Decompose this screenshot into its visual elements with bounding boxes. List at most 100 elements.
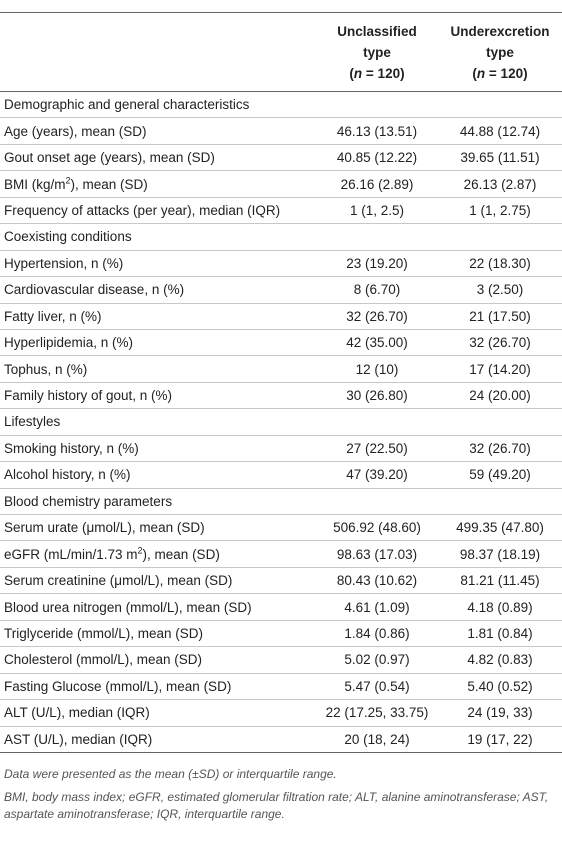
data-row: Cardiovascular disease, n (%) 8 (6.70) 3 (… [0,276,562,304]
header-n: n [476,65,486,81]
footnotes: Data were presented as the mean (±SD) or… [0,766,562,823]
row-label: AST (U/L), median (IQR) [0,726,316,753]
cell-value: 22 (17.25, 33.75) [316,699,438,727]
cell-value: 32 (26.70) [316,303,438,330]
label-text: AST (U/L), median (IQR) [4,731,153,747]
header-text: = 120) [362,65,405,81]
cell-value: 20 (18, 24) [316,726,438,753]
row-label: Cholesterol (mmol/L), mean (SD) [0,646,316,674]
row-label: Age (years), mean (SD) [0,117,316,145]
cell-value: 26.13 (2.87) [438,170,562,198]
row-label: BMI (kg/m2), mean (SD) [0,170,316,198]
label-text: Age (years), mean (SD) [4,123,147,139]
row-label: Blood urea nitrogen (mmol/L), mean (SD) [0,593,316,621]
cell-value: 4.82 (0.83) [438,646,562,674]
label-text: Hypertension, n (%) [4,255,124,271]
data-row: Tophus, n (%) 12 (10) 17 (14.20) [0,355,562,383]
data-row: Alcohol history, n (%) 47 (39.20) 59 (49.2… [0,461,562,489]
cell-value: 1 (1, 2.5) [316,197,438,225]
data-row: Serum creatinine (μmol/L), mean (SD) 80.4… [0,567,562,595]
cell-value: 27 (22.50) [316,435,438,463]
row-label: Fasting Glucose (mmol/L), mean (SD) [0,673,316,701]
section-row: Demographic and general characteristics [0,91,562,119]
table-body: Demographic and general characteristics A… [0,91,562,753]
superscript: 2 [65,175,71,186]
cell-value: 5.02 (0.97) [316,646,438,674]
header-text: = 120) [485,65,528,81]
label-text: Serum urate (μmol/L), mean (SD) [4,520,205,536]
header-row: Unclassified type (n = 120) Underexcretion t… [0,12,562,92]
row-label: eGFR (mL/min/1.73 m2), mean (SD) [0,540,316,568]
section-title: Coexisting conditions [0,223,562,251]
data-row: Triglyceride (mmol/L), mean (SD) 1.84 (0.… [0,620,562,648]
cell-value: 17 (14.20) [438,355,562,383]
cell-value: 24 (20.00) [438,382,562,410]
cell-value: 40.85 (12.22) [316,144,438,172]
header-text: ( [472,65,477,81]
cell-value: 39.65 (11.51) [438,144,562,172]
header-text: ( [349,65,354,81]
header-line: type [363,44,391,60]
row-label: Family history of gout, n (%) [0,382,316,410]
data-row: Gout onset age (years), mean (SD) 40.85 (… [0,144,562,172]
data-row: Smoking history, n (%) 27 (22.50) 32 (26.7… [0,435,562,463]
section-row: Blood chemistry parameters [0,488,562,516]
column-header: Underexcretion type (n = 120) [438,12,562,92]
cell-value: 22 (18.30) [438,250,562,278]
row-label: Smoking history, n (%) [0,435,316,463]
cell-value: 5.47 (0.54) [316,673,438,701]
row-label: Tophus, n (%) [0,355,316,383]
cell-value: 59 (49.20) [438,461,562,489]
cell-value: 80.43 (10.62) [316,567,438,595]
cell-value: 8 (6.70) [316,276,438,304]
cell-value: 23 (19.20) [316,250,438,278]
data-row: AST (U/L), median (IQR) 20 (18, 24) 19 (17… [0,726,562,753]
data-row: BMI (kg/m2), mean (SD) 26.16 (2.89) 26.13 … [0,170,562,198]
cell-value: 4.61 (1.09) [316,593,438,621]
row-label: Hyperlipidemia, n (%) [0,329,316,357]
row-label: Cardiovascular disease, n (%) [0,276,316,304]
label-text: Fatty liver, n (%) [4,308,102,324]
label-text: Fasting Glucose (mmol/L), mean (SD) [4,678,232,694]
cell-value: 1.81 (0.84) [438,620,562,648]
cell-value: 81.21 (11.45) [438,567,562,595]
label-text: Triglyceride (mmol/L), mean (SD) [4,625,204,641]
data-row: Serum urate (μmol/L), mean (SD) 506.92 (4… [0,514,562,542]
row-label: Serum creatinine (μmol/L), mean (SD) [0,567,316,595]
data-row: ALT (U/L), median (IQR) 22 (17.25, 33.75)… [0,699,562,727]
section-title: Blood chemistry parameters [0,488,562,516]
header-n: n [353,65,363,81]
data-row: eGFR (mL/min/1.73 m2), mean (SD) 98.63 (1… [0,540,562,568]
table: Unclassified type (n = 120) Underexcretion t… [0,12,562,753]
label-text: ), mean (SD) [142,546,220,562]
cell-value: 46.13 (13.51) [316,117,438,145]
cell-value: 42 (35.00) [316,329,438,357]
page: Unclassified type (n = 120) Underexcretion t… [0,12,562,849]
label-text: Smoking history, n (%) [4,440,139,456]
header-line: Unclassified [337,23,417,39]
data-row: Hyperlipidemia, n (%) 42 (35.00) 32 (26.70… [0,329,562,357]
header-empty [0,12,316,92]
label-text: Frequency of attacks (per year), median … [4,202,281,218]
cell-value: 506.92 (48.60) [316,514,438,542]
footnote: BMI, body mass index; eGFR, estimated gl… [4,790,549,821]
cell-value: 1.84 (0.86) [316,620,438,648]
label-text: BMI (kg/m [4,176,66,192]
row-label: Alcohol history, n (%) [0,461,316,489]
superscript: 2 [137,545,143,556]
label-text: Blood urea nitrogen (mmol/L), mean (SD) [4,599,252,615]
section-title: Demographic and general characteristics [0,91,562,119]
label-text: Cardiovascular disease, n (%) [4,282,185,298]
cell-value: 499.35 (47.80) [438,514,562,542]
row-label: Fatty liver, n (%) [0,303,316,330]
data-row: Fatty liver, n (%) 32 (26.70) 21 (17.50) [0,303,562,330]
row-label: ALT (U/L), median (IQR) [0,699,316,727]
label-text: Tophus, n (%) [4,361,88,377]
section-title: Lifestyles [0,408,562,436]
label-text: Family history of gout, n (%) [4,388,173,404]
cell-value: 30 (26.80) [316,382,438,410]
row-label: Triglyceride (mmol/L), mean (SD) [0,620,316,648]
label-text: Serum creatinine (μmol/L), mean (SD) [4,573,233,589]
row-label: Hypertension, n (%) [0,250,316,278]
label-text: Cholesterol (mmol/L), mean (SD) [4,652,203,668]
